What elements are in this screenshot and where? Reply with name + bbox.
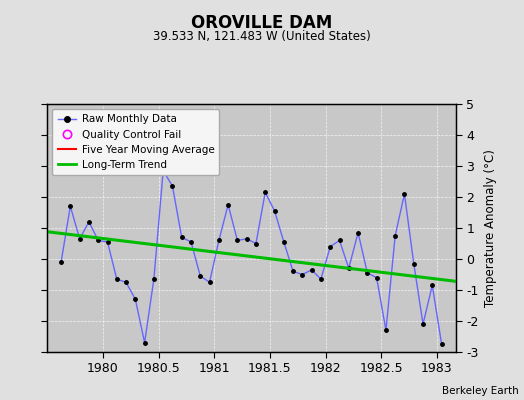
Text: OROVILLE DAM: OROVILLE DAM [191, 14, 333, 32]
Text: Berkeley Earth: Berkeley Earth [442, 386, 519, 396]
Legend: Raw Monthly Data, Quality Control Fail, Five Year Moving Average, Long-Term Tren: Raw Monthly Data, Quality Control Fail, … [52, 109, 220, 175]
Y-axis label: Temperature Anomaly (°C): Temperature Anomaly (°C) [484, 149, 497, 307]
Text: 39.533 N, 121.483 W (United States): 39.533 N, 121.483 W (United States) [153, 30, 371, 43]
